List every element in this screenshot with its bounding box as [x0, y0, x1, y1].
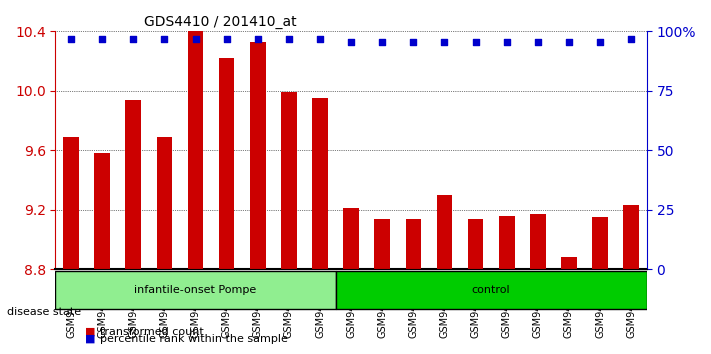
- Text: control: control: [472, 285, 510, 295]
- Bar: [405, 218, 421, 269]
- Bar: [126, 100, 141, 269]
- Point: [65, 36, 77, 42]
- Bar: [312, 98, 328, 269]
- Bar: [624, 205, 639, 269]
- Point: [377, 39, 388, 45]
- Text: infantile-onset Pompe: infantile-onset Pompe: [134, 285, 257, 295]
- Text: GDS4410 / 201410_at: GDS4410 / 201410_at: [144, 15, 296, 29]
- Point: [594, 39, 606, 45]
- Bar: [281, 92, 296, 269]
- Text: ■: ■: [85, 326, 96, 337]
- Bar: [375, 218, 390, 269]
- Point: [159, 36, 170, 42]
- Text: ■: ■: [85, 333, 96, 344]
- Bar: [561, 257, 577, 269]
- Bar: [95, 153, 110, 269]
- Bar: [250, 42, 265, 269]
- Bar: [63, 137, 79, 269]
- Point: [283, 36, 294, 42]
- Text: disease state: disease state: [7, 307, 81, 316]
- Bar: [156, 137, 172, 269]
- Point: [190, 36, 201, 42]
- Point: [127, 36, 139, 42]
- Point: [470, 39, 481, 45]
- Point: [532, 39, 543, 45]
- Bar: [219, 58, 235, 269]
- Text: transformed count: transformed count: [100, 326, 203, 337]
- Text: percentile rank within the sample: percentile rank within the sample: [100, 333, 287, 344]
- Point: [314, 36, 326, 42]
- FancyBboxPatch shape: [55, 271, 336, 309]
- Point: [626, 36, 637, 42]
- Point: [439, 39, 450, 45]
- Bar: [188, 9, 203, 269]
- FancyBboxPatch shape: [336, 271, 647, 309]
- Point: [501, 39, 513, 45]
- Point: [221, 36, 232, 42]
- Bar: [343, 208, 359, 269]
- Point: [407, 39, 419, 45]
- Point: [252, 36, 264, 42]
- Bar: [499, 216, 515, 269]
- Bar: [437, 195, 452, 269]
- Point: [563, 39, 574, 45]
- Bar: [592, 217, 608, 269]
- Bar: [530, 214, 545, 269]
- Point: [97, 36, 108, 42]
- Point: [346, 39, 357, 45]
- Bar: [468, 218, 483, 269]
